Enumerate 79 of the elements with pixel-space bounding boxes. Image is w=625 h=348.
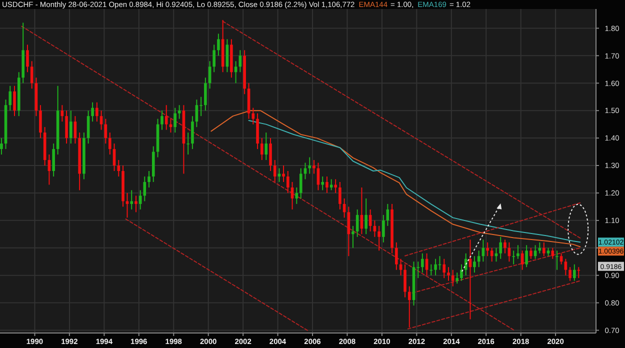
candlestick bbox=[174, 107, 177, 134]
candlestick bbox=[264, 132, 268, 161]
candlestick bbox=[52, 143, 55, 177]
candlestick bbox=[499, 236, 502, 260]
candlestick bbox=[100, 110, 103, 130]
candlestick bbox=[460, 264, 463, 282]
candlestick bbox=[164, 104, 168, 130]
candlestick bbox=[134, 195, 138, 213]
candlestick bbox=[138, 190, 142, 210]
candlestick bbox=[269, 138, 272, 172]
candlestick bbox=[378, 225, 380, 252]
candlestick bbox=[456, 272, 459, 284]
candlestick bbox=[91, 102, 94, 122]
candlestick bbox=[160, 110, 164, 130]
candlestick bbox=[278, 168, 281, 182]
candlestick bbox=[490, 247, 494, 262]
candlestick bbox=[191, 116, 194, 150]
candlestick bbox=[352, 225, 354, 248]
candlestick bbox=[286, 170, 290, 194]
candlestick bbox=[126, 192, 129, 218]
candlestick bbox=[364, 198, 368, 235]
candlestick bbox=[338, 181, 342, 210]
candlestick bbox=[516, 244, 520, 260]
candlestick bbox=[542, 242, 546, 257]
candlestick bbox=[395, 242, 398, 270]
line-series bbox=[248, 120, 581, 243]
candlestick bbox=[130, 190, 134, 210]
candlestick bbox=[0, 138, 3, 156]
candlestick bbox=[13, 85, 16, 117]
candlestick bbox=[8, 85, 12, 112]
candlestick bbox=[30, 60, 34, 90]
candlestick bbox=[334, 178, 337, 194]
candlestick bbox=[117, 160, 120, 177]
candlestick bbox=[260, 138, 264, 161]
candlestick bbox=[326, 176, 328, 194]
candlestick bbox=[295, 186, 298, 204]
candlestick bbox=[108, 132, 112, 156]
candlestick bbox=[473, 256, 476, 274]
candlestick bbox=[504, 239, 506, 254]
candlestick bbox=[530, 247, 532, 260]
candlestick bbox=[212, 44, 216, 73]
candlestick bbox=[382, 214, 385, 243]
candlestick bbox=[408, 286, 411, 328]
candlestick bbox=[39, 104, 42, 139]
candlestick bbox=[434, 258, 437, 276]
candlestick bbox=[186, 132, 190, 156]
candlestick bbox=[148, 170, 150, 188]
candlestick bbox=[568, 266, 572, 282]
candlestick bbox=[308, 156, 312, 174]
candlestick bbox=[204, 77, 207, 112]
candlestick bbox=[356, 208, 359, 238]
candlestick bbox=[447, 266, 450, 282]
candlestick bbox=[252, 107, 255, 125]
candlestick bbox=[525, 244, 528, 268]
candlestick bbox=[178, 104, 181, 120]
candlestick bbox=[556, 250, 558, 270]
candlestick bbox=[564, 258, 568, 276]
candlestick bbox=[464, 252, 468, 276]
candlestick bbox=[299, 168, 302, 199]
candlestick bbox=[217, 33, 220, 56]
candlestick bbox=[273, 160, 276, 182]
candlestick bbox=[312, 160, 316, 174]
candlestick bbox=[512, 250, 515, 265]
candlestick bbox=[96, 102, 98, 122]
candlestick bbox=[451, 269, 454, 287]
candlestick bbox=[442, 258, 446, 279]
candlestick bbox=[404, 264, 406, 298]
candlestick bbox=[321, 176, 324, 191]
candlestick bbox=[65, 110, 68, 144]
line-series bbox=[210, 110, 581, 248]
candlestick bbox=[143, 176, 146, 202]
candlestick bbox=[26, 44, 29, 73]
candlestick bbox=[421, 252, 424, 274]
candlestick bbox=[551, 247, 554, 260]
candlestick bbox=[573, 264, 576, 282]
candlestick bbox=[330, 178, 333, 191]
candlestick bbox=[486, 242, 489, 257]
candlestick bbox=[70, 110, 72, 144]
candlestick bbox=[282, 165, 285, 182]
